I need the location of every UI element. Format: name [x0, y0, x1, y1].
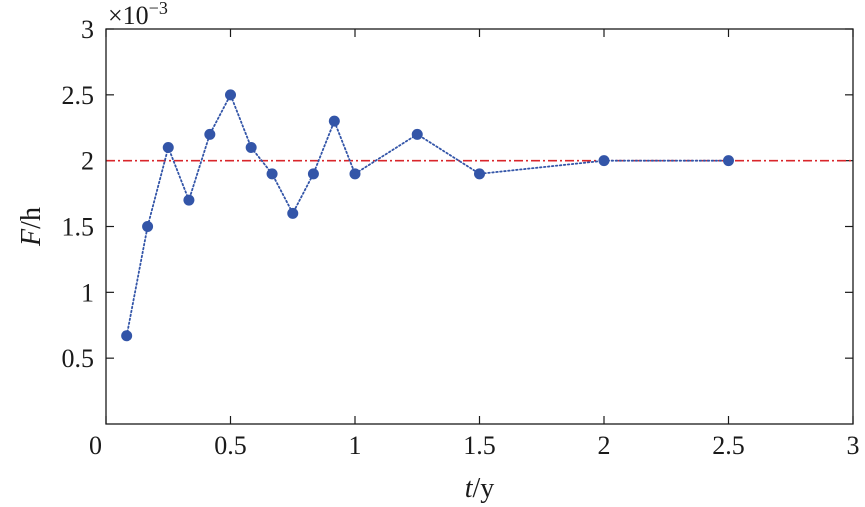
data-point [225, 89, 236, 101]
data-point [474, 168, 485, 180]
y-axis-label: F/h [16, 207, 47, 247]
y-tick-label: 0.5 [62, 344, 95, 373]
data-point [349, 168, 361, 180]
data-point [245, 142, 257, 153]
data-point [598, 155, 610, 167]
data-point [183, 194, 195, 206]
data-point [723, 155, 734, 167]
x-axis-label: t/y [465, 473, 495, 504]
y-tick-label: 1.5 [62, 213, 95, 242]
plot-frame [105, 28, 854, 425]
ticks-layer [105, 28, 854, 424]
y-scale-multiplier: ×10−3 [108, 0, 168, 30]
data-point [328, 115, 340, 127]
labels-layer: 0 0.5 1 1.5 2 2.5 3 0.5 1 1.5 2 2.5 3 [62, 15, 860, 460]
x-tick-label: 0.5 [214, 431, 247, 460]
data-point [142, 221, 154, 232]
y-tick-label: 3 [81, 15, 94, 44]
x-tick-label: 3 [847, 431, 860, 460]
data-point [266, 168, 278, 180]
y-scale-multiplier-exponent: −3 [149, 0, 168, 18]
data-point [162, 142, 174, 153]
y-tick-label: 2.5 [62, 81, 95, 110]
data-point [411, 128, 423, 140]
x-tick-label: 1 [349, 431, 362, 460]
data-point [287, 207, 299, 219]
y-axis-variable: F [16, 228, 47, 247]
series-line [125, 92, 730, 337]
x-tick-label: 2 [598, 431, 611, 460]
x-tick-label: 1.5 [463, 431, 496, 460]
x-tick-label: 0 [89, 431, 102, 460]
y-tick-label: 2 [81, 147, 94, 176]
series-layer [121, 89, 734, 342]
y-axis-unit: /h [16, 207, 47, 229]
x-axis-unit: /y [473, 473, 495, 504]
x-tick-label: 2.5 [712, 431, 745, 460]
y-tick-label: 1 [81, 278, 94, 307]
y-scale-multiplier-base: ×10 [108, 1, 149, 30]
data-point [121, 330, 133, 342]
data-point [204, 128, 216, 140]
data-point [307, 168, 319, 180]
x-axis-variable: t [465, 473, 474, 504]
